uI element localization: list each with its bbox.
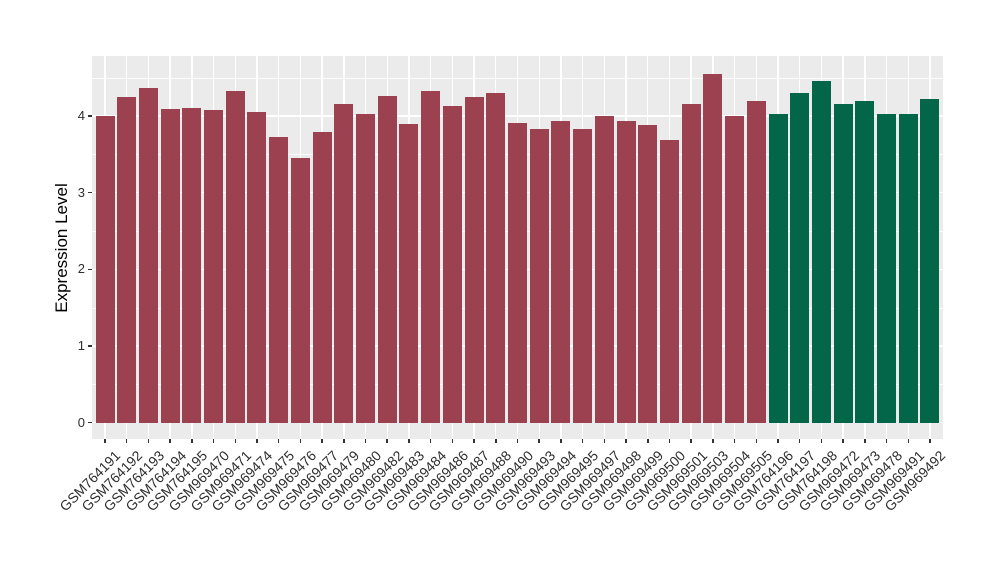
x-tick-mark <box>212 439 215 443</box>
bar-GSM969482 <box>377 95 397 423</box>
bar-GSM969480 <box>356 114 376 423</box>
bar-GSM969472 <box>833 103 853 423</box>
x-tick-mark <box>473 439 475 443</box>
y-tick-mark <box>88 268 92 271</box>
bar-GSM969478 <box>877 114 897 423</box>
x-tick-mark <box>495 439 497 443</box>
x-tick-mark <box>321 439 323 443</box>
y-tick-mark <box>88 115 92 117</box>
bar-GSM969491 <box>898 113 918 423</box>
bar-GSM969500 <box>659 139 679 423</box>
bar-GSM969477 <box>312 132 332 423</box>
bar-GSM764195 <box>182 108 202 423</box>
bar-GSM969497 <box>594 115 614 423</box>
bar-GSM969471 <box>225 91 245 423</box>
bar-GSM969479 <box>334 104 354 423</box>
bar-GSM969505 <box>746 101 766 423</box>
y-tick-label: 2 <box>77 261 85 277</box>
bar-GSM764198 <box>811 80 831 423</box>
bar-GSM969486 <box>442 105 462 423</box>
x-tick-mark <box>625 439 627 443</box>
bar-GSM969488 <box>486 92 506 423</box>
bar-GSM764194 <box>160 108 180 423</box>
x-tick-mark <box>842 439 844 443</box>
x-tick-mark <box>885 439 888 443</box>
bar-GSM969492 <box>920 99 940 423</box>
x-tick-mark <box>386 439 388 443</box>
x-tick-mark <box>516 439 519 443</box>
bar-GSM969493 <box>529 128 549 423</box>
bar-GSM969501 <box>681 103 701 423</box>
bar-GSM969498 <box>616 121 636 423</box>
gridline-minor-y <box>92 77 943 79</box>
x-tick-mark <box>647 439 649 443</box>
x-tick-mark <box>798 439 801 443</box>
x-tick-mark <box>408 439 410 443</box>
bar-GSM969494 <box>551 120 571 423</box>
y-tick-label: 4 <box>77 107 85 123</box>
bar-GSM969474 <box>247 112 267 423</box>
x-tick-mark <box>690 439 692 443</box>
x-tick-mark <box>277 439 280 443</box>
plot-panel <box>92 56 943 439</box>
x-tick-mark <box>929 439 931 443</box>
bar-GSM969476 <box>290 158 310 423</box>
x-tick-mark <box>147 439 150 443</box>
y-axis-title: Expression Level <box>52 183 71 313</box>
x-tick-mark <box>125 439 128 443</box>
x-tick-mark <box>864 439 866 443</box>
x-tick-mark <box>603 439 606 443</box>
x-tick-mark <box>668 439 671 443</box>
y-tick-label: 1 <box>77 338 85 353</box>
bar-GSM969487 <box>464 96 484 423</box>
bar-GSM969475 <box>269 137 289 423</box>
y-tick-label: 0 <box>77 414 85 430</box>
x-tick-mark <box>907 439 909 443</box>
x-tick-mark <box>191 439 193 443</box>
x-tick-mark <box>560 439 562 443</box>
x-tick-mark <box>733 439 736 443</box>
x-tick-mark <box>820 439 823 443</box>
x-tick-mark <box>234 439 237 443</box>
x-tick-mark <box>538 439 540 443</box>
bar-GSM969490 <box>508 122 527 423</box>
bar-GSM969483 <box>399 123 419 423</box>
bar-GSM969470 <box>204 109 224 423</box>
bar-GSM764193 <box>138 88 158 423</box>
x-tick-mark <box>777 439 779 443</box>
bar-GSM969484 <box>421 91 441 423</box>
x-tick-mark <box>451 439 454 443</box>
y-tick-label: 3 <box>77 184 85 200</box>
gridline-major-y <box>92 422 943 424</box>
y-tick-mark <box>88 191 92 194</box>
x-tick-mark <box>169 439 171 443</box>
x-tick-mark <box>256 439 258 443</box>
bar-GSM764192 <box>117 97 137 423</box>
bar-GSM764197 <box>790 92 810 423</box>
y-tick-mark <box>88 421 92 424</box>
y-tick-mark <box>88 345 92 347</box>
x-tick-mark <box>581 439 584 443</box>
gridline-major-y <box>92 115 943 117</box>
x-tick-mark <box>712 439 714 443</box>
bar-GSM969504 <box>725 115 745 423</box>
bar-GSM764196 <box>768 113 788 423</box>
bar-GSM764191 <box>95 115 115 423</box>
x-tick-mark <box>755 439 758 443</box>
bar-GSM969473 <box>855 100 875 423</box>
x-tick-mark <box>299 439 302 443</box>
bar-GSM969503 <box>703 73 723 423</box>
bar-GSM969499 <box>638 125 658 423</box>
x-tick-mark <box>343 439 345 443</box>
x-tick-mark <box>429 439 432 443</box>
x-tick-mark <box>104 439 106 443</box>
bar-GSM969495 <box>573 128 593 423</box>
x-tick-mark <box>364 439 367 443</box>
